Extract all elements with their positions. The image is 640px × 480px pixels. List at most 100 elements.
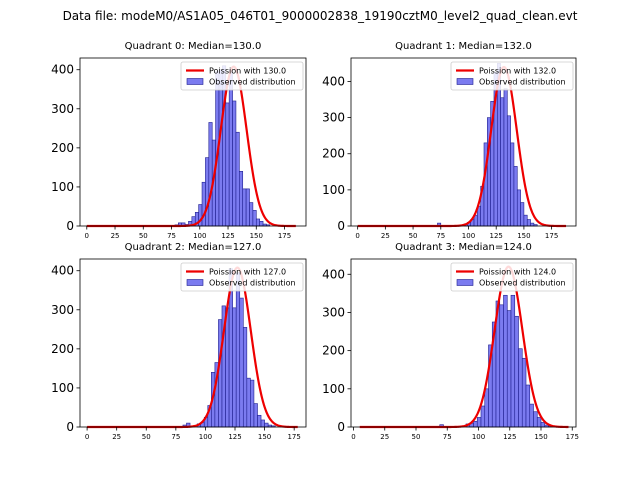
quadrant-2-poisson-curve <box>87 266 298 429</box>
histogram-bar <box>264 422 269 428</box>
histogram-bar <box>536 417 542 428</box>
histogram-bar <box>484 388 489 428</box>
histogram-bar <box>235 131 240 227</box>
y-tick-label: 100 <box>322 382 345 396</box>
x-tick-label: 125 <box>490 232 503 240</box>
legend-hist-swatch <box>186 279 204 286</box>
histogram-bar <box>232 100 237 227</box>
x-tick-label: 100 <box>462 232 475 240</box>
legend-curve-label: Poission with 127.0 <box>209 268 286 277</box>
histogram-bar <box>253 403 258 428</box>
histogram-bar <box>250 379 255 428</box>
y-tick-label: 200 <box>322 344 345 358</box>
y-tick-label: 400 <box>51 264 74 278</box>
histogram-bar <box>506 115 511 227</box>
x-tick-label: 125 <box>503 433 516 441</box>
histogram-bar <box>242 327 248 428</box>
quadrant-1-axes-frame <box>350 57 577 227</box>
histogram-bar <box>510 142 515 227</box>
x-tick-label: 100 <box>199 433 212 441</box>
histogram-bar <box>205 157 210 227</box>
x-tick-label: 125 <box>221 232 234 240</box>
y-tick-label: 100 <box>322 183 345 197</box>
x-tick-label: 50 <box>412 433 421 441</box>
figure-title: Data file: modeM0/AS1A05_046T01_90000028… <box>63 9 578 23</box>
x-tick-label: 0 <box>85 433 89 441</box>
histogram-bar <box>520 202 525 227</box>
histogram-bar <box>239 297 244 428</box>
y-tick-label: 100 <box>51 381 74 395</box>
x-tick-label: 0 <box>351 433 355 441</box>
histogram-bar <box>500 97 505 227</box>
subplots: Quadrant 0: Median=130.0 0 100 200 300 400 0 25… <box>51 41 579 441</box>
histogram-bar <box>540 422 546 428</box>
quadrant-1-poisson-curve <box>357 65 567 228</box>
y-tick-label: 200 <box>51 141 74 155</box>
legend-hist-label: Observed distribution <box>209 78 296 87</box>
y-tick-label: 100 <box>51 180 74 194</box>
x-tick-label: 25 <box>381 232 390 240</box>
quadrant-2-bars <box>182 268 276 428</box>
quadrant-0-panel: Quadrant 0: Median=130.0 0 100 200 300 400 0 25… <box>51 41 307 240</box>
histogram-bar <box>228 69 233 227</box>
x-tick-label: 75 <box>436 232 445 240</box>
histogram-bar <box>521 357 527 428</box>
histogram-bar <box>503 294 508 428</box>
histogram-bar <box>218 319 223 428</box>
x-tick-label: 100 <box>193 232 206 240</box>
x-tick-label: 150 <box>517 232 530 240</box>
histogram-bar <box>232 307 237 428</box>
y-tick-label: 400 <box>322 267 345 281</box>
histogram-bar <box>255 218 260 227</box>
x-tick-label: 75 <box>171 433 180 441</box>
histogram-bar <box>499 304 504 428</box>
x-tick-label: 150 <box>250 232 263 240</box>
quadrant-2-axes-frame <box>79 258 307 428</box>
y-tick-label: 400 <box>322 74 345 88</box>
histogram-bar <box>525 384 531 428</box>
histogram-bar <box>473 420 478 428</box>
legend-hist-label: Observed distribution <box>479 78 566 87</box>
y-tick-label: 0 <box>337 219 345 233</box>
histogram-bar <box>480 405 486 428</box>
legend-box <box>450 262 574 292</box>
y-tick-label: 0 <box>66 420 74 434</box>
histogram-bar <box>514 315 519 428</box>
histogram-bar <box>530 222 535 227</box>
x-tick-label: 100 <box>472 433 485 441</box>
histogram-bar <box>259 221 264 227</box>
x-tick-label: 175 <box>278 232 291 240</box>
x-tick-label: 150 <box>534 433 547 441</box>
histogram-bar <box>513 166 518 227</box>
histogram-bar <box>516 189 521 227</box>
quadrant-2-title: Quadrant 2: Median=127.0 <box>125 242 262 253</box>
y-tick-label: 0 <box>337 420 345 434</box>
histogram-bar <box>506 310 512 428</box>
x-tick-label: 50 <box>409 232 418 240</box>
quadrant-1-legend: Poission with 132.0 Observed distribution <box>450 61 574 91</box>
x-tick-label: 50 <box>142 433 151 441</box>
histogram-bar <box>235 272 241 428</box>
histogram-bar <box>476 417 482 428</box>
legend-hist-swatch <box>186 78 204 85</box>
y-tick-label: 200 <box>51 342 74 356</box>
histogram-bar <box>201 181 206 227</box>
histogram-bar <box>242 188 247 227</box>
histogram-bar <box>249 202 254 227</box>
histogram-bar <box>252 210 257 227</box>
y-tick-label: 300 <box>51 102 74 116</box>
y-tick-label: 300 <box>322 111 345 125</box>
x-tick-label: 25 <box>112 433 121 441</box>
legend-hist-label: Observed distribution <box>479 279 566 288</box>
y-tick-label: 400 <box>51 63 74 77</box>
x-tick-label: 50 <box>139 232 148 240</box>
quadrant-1-panel: Quadrant 1: Median=132.0 0 100 200 300 400 0 25… <box>322 41 577 240</box>
x-tick-label: 175 <box>566 433 579 441</box>
histogram-bar <box>523 214 528 227</box>
legend-box <box>450 61 574 91</box>
histogram-bar <box>257 414 262 428</box>
histogram-bar <box>218 69 223 227</box>
legend-curve-label: Poission with 132.0 <box>479 67 556 76</box>
quadrant-2-legend: Poission with 127.0 Observed distribution <box>180 262 304 292</box>
x-tick-label: 125 <box>228 433 241 441</box>
